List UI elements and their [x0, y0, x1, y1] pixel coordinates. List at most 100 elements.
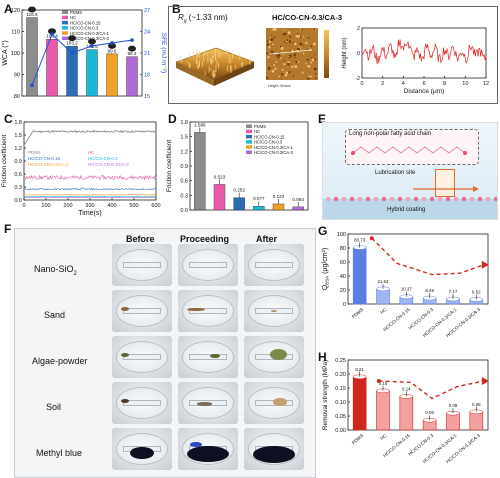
afm-grain: [267, 55, 270, 59]
chartG-ytick-label: 0: [343, 302, 346, 308]
a-droplet-4: [108, 42, 116, 49]
contaminant: [196, 263, 208, 267]
afm-grain: [286, 42, 288, 44]
h-arrow-start: [376, 379, 381, 383]
c-ylabel: Friction coefficient: [1, 135, 8, 187]
afm-grain: [271, 69, 275, 73]
d-ytick-label: 0.3: [180, 193, 188, 199]
a-ytick-label: 120: [11, 8, 20, 14]
chartH-ytick-label: 0.10: [335, 400, 346, 406]
a-legend-swatch: [62, 10, 68, 14]
h-value-label: 0.21: [355, 367, 364, 372]
afm-grain: [308, 75, 310, 78]
c-xtick-label: 300: [85, 203, 94, 209]
a-legend-swatch: [62, 31, 68, 35]
c-series-3: [23, 195, 157, 198]
afm-grain: [289, 50, 292, 52]
d-bar-5: [292, 206, 304, 211]
afm-grain: [265, 52, 269, 55]
afm-grain: [282, 33, 286, 36]
contaminant: [253, 446, 295, 464]
afm-grain: [272, 28, 275, 31]
chart-c: 0.0 0.3 0.6 0.9 1.2 1.5 1.8 0 100 200 300 400 500 600…: [1, 120, 161, 217]
afm-grain: [267, 66, 271, 70]
chartG-ytick-label: 100: [337, 232, 346, 238]
g-bar-0: [352, 247, 367, 305]
afm-grain: [284, 32, 288, 35]
g-trend-arrow: [371, 237, 485, 276]
contaminant: [210, 354, 220, 359]
panel-letter-h: H: [318, 350, 327, 364]
d-ytick-label: 0.0: [180, 208, 188, 214]
chain-label: Long non-polar fatty acid chain: [349, 131, 432, 137]
a-legend-swatch: [62, 20, 68, 25]
a-value-label: 103.2: [66, 41, 78, 46]
chartH-ytick-label: 0.00: [335, 428, 346, 434]
afm-grain: [313, 28, 316, 30]
chartH-frame: [347, 359, 489, 431]
h-xtick-label: HC: [379, 433, 388, 442]
coating-particle: [485, 196, 491, 202]
coating-particle: [405, 196, 411, 202]
h-trend-arrow: [378, 380, 484, 400]
afm-grain: [314, 58, 316, 61]
panel-letter-g: G: [318, 224, 328, 238]
coating-label: Hybrid coating: [387, 207, 426, 213]
c-ytick-label: 0.9: [14, 159, 22, 165]
h-value-label: 0.08: [449, 403, 458, 408]
afm-grain: [286, 39, 289, 42]
photo-cell: [178, 428, 238, 470]
afm-grain: [288, 40, 292, 43]
afm-grain: [297, 47, 301, 51]
a-bar-3: [86, 49, 98, 97]
c-legend-label: HC: [88, 150, 94, 155]
h-value-label: 0.08: [472, 402, 481, 407]
afm-grain: [277, 56, 280, 59]
d-legend-swatch: [246, 124, 252, 128]
photo-cell: [244, 244, 304, 286]
c-ytick-label: 1.8: [14, 120, 22, 126]
afm-grain: [268, 40, 271, 43]
coating-particle: [421, 196, 427, 202]
afm-grain: [302, 36, 305, 38]
afm-grain: [287, 62, 290, 66]
d-bar-4: [272, 203, 285, 211]
a-bar-1: [46, 39, 58, 97]
chartG-ytick-label: 80: [340, 246, 346, 252]
afm-grain: [305, 41, 308, 45]
d-legend-swatch: [246, 140, 252, 144]
coated-slide: [188, 307, 228, 315]
coating-particle: [469, 196, 475, 202]
b-ylabel: Height (nm): [342, 37, 348, 68]
h-value-label: 0.14: [402, 386, 411, 391]
afm-grain: [293, 42, 297, 46]
a-legend-swatch: [62, 36, 68, 40]
d-ytick-label: 1.8: [180, 120, 188, 126]
a-sfe-tick-label: 24: [144, 30, 150, 36]
b-xtick-label: 12: [483, 81, 489, 87]
afm-grain: [285, 71, 289, 74]
a-legend-label: HC: [70, 15, 76, 20]
afm-grain: [297, 34, 301, 38]
a-value-label: 98.3: [128, 51, 137, 56]
g-value-label: 8.49: [425, 288, 434, 293]
g-xtick-label: PDMS: [351, 307, 364, 319]
a-ytick-label: 90: [14, 73, 20, 79]
afm-grain: [266, 43, 270, 46]
afm-grain: [310, 45, 313, 48]
photo-cell: [244, 290, 304, 332]
schematic-e: Long non-polar fatty acid chain Lubricat…: [322, 122, 498, 220]
c-ytick-label: 1.5: [14, 133, 22, 139]
d-ytick-label: 0.9: [180, 164, 188, 170]
afm-grain: [310, 61, 313, 64]
afm-grain: [283, 63, 286, 66]
g-value-label: 7.17: [449, 289, 458, 294]
chartH-ytick-label: 0.15: [335, 386, 346, 392]
coating-particle: [373, 196, 379, 202]
afm-panel-frame: [168, 6, 498, 104]
d-ytick-label: 1.5: [180, 135, 188, 141]
afm-grain: [282, 53, 285, 56]
b-profile-line: [361, 39, 487, 65]
contaminant: [187, 307, 205, 311]
